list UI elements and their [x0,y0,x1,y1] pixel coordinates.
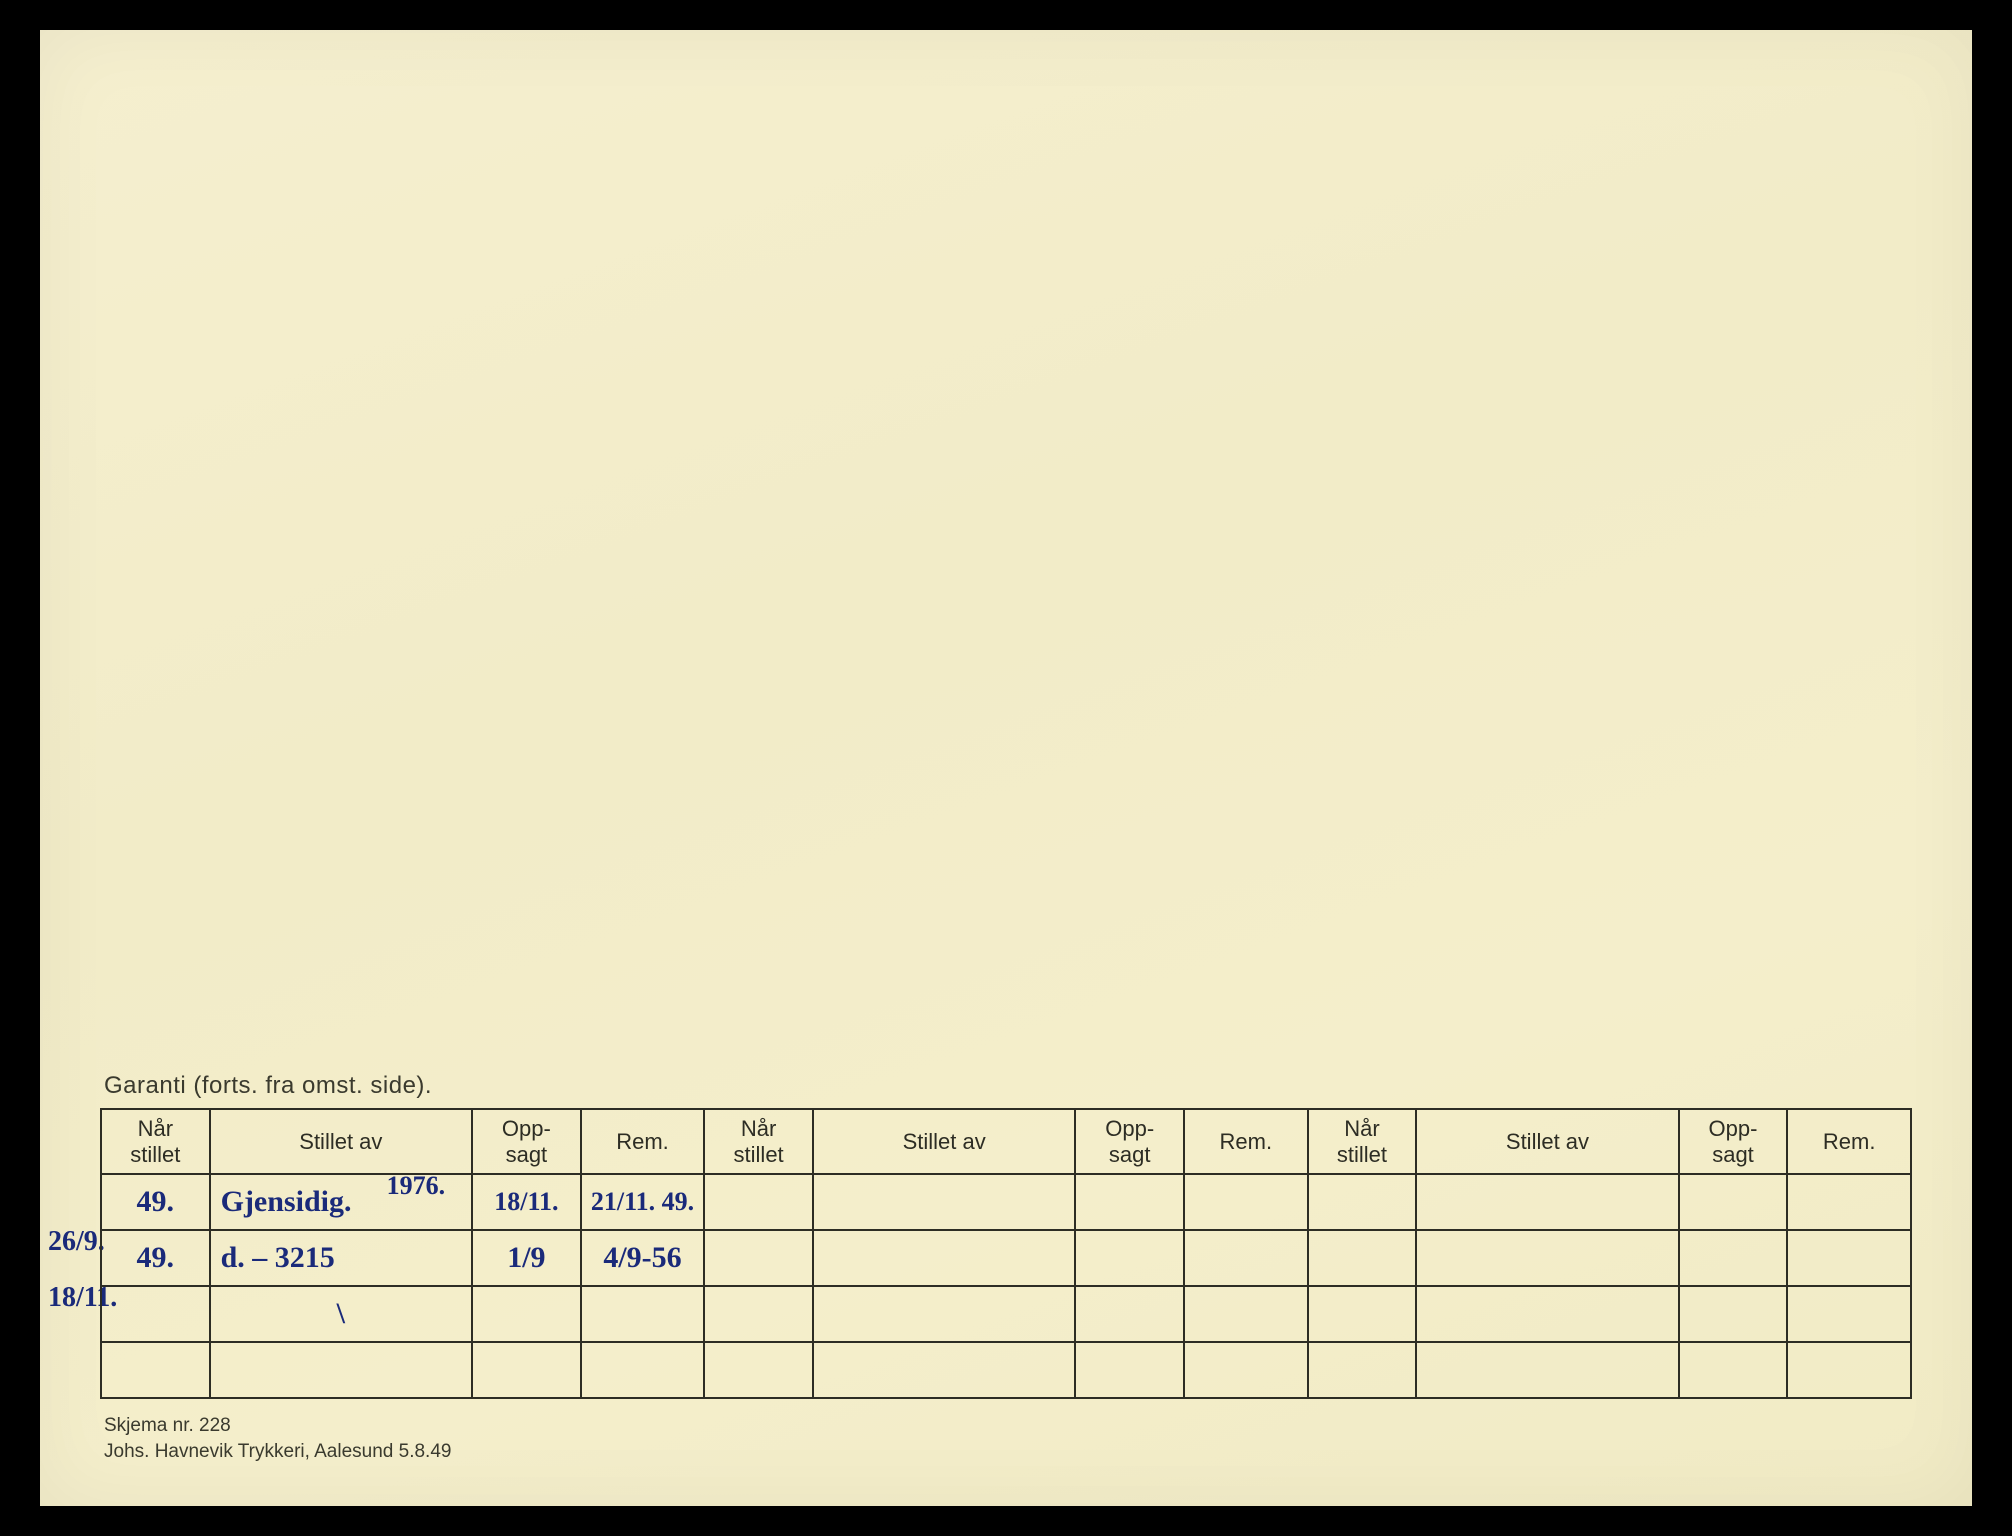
table-row [101,1342,1911,1398]
cell-opp: 1/9 [472,1230,581,1286]
table-row: \ [101,1286,1911,1342]
table-row: 49. d. – 3215 1/9 4/9-56 [101,1230,1911,1286]
table-row: 49. 1976. Gjensidig. 18/11. 21/11. 49. [101,1174,1911,1230]
form-footer: Skjema nr. 228 Johs. Havnevik Trykkeri, … [104,1413,1912,1466]
col-header-when: Når stillet [101,1109,210,1174]
form-area: Garanti (forts. fra omst. side). Når sti… [100,1072,1912,1466]
col-header-by: Stillet av [1416,1109,1678,1174]
table-caption: Garanti (forts. fra omst. side). [104,1072,1912,1100]
cell-rem: 21/11. 49. [581,1174,705,1230]
footer-line-1: Skjema nr. 228 [104,1413,1912,1440]
cell-opp: 18/11. [472,1174,581,1230]
col-header-by: Stillet av [813,1109,1075,1174]
col-header-opp: Opp- sagt [472,1109,581,1174]
col-header-opp: Opp- sagt [1075,1109,1184,1174]
cell-when: 49. [101,1230,210,1286]
col-header-opp: Opp- sagt [1679,1109,1788,1174]
margin-note-1: 26/9. [48,1229,98,1254]
cell-when: 49. [101,1174,210,1230]
cell-by: d. – 3215 [210,1230,472,1286]
cell-by: \ [210,1286,472,1342]
col-header-when: Når stillet [704,1109,813,1174]
col-header-when: Når stillet [1308,1109,1417,1174]
paper-sheet: 26/9. 18/11. Garanti (forts. fra omst. s… [40,30,1972,1506]
footer-line-2: Johs. Havnevik Trykkeri, Aalesund 5.8.49 [104,1439,1912,1466]
col-header-rem: Rem. [581,1109,705,1174]
table-header-row: Når stillet Stillet av Opp- sagt Rem. Nå… [101,1109,1911,1174]
cell-by: 1976. Gjensidig. [210,1174,472,1230]
garanti-table: Når stillet Stillet av Opp- sagt Rem. Nå… [100,1108,1912,1399]
col-header-by: Stillet av [210,1109,472,1174]
col-header-rem: Rem. [1787,1109,1911,1174]
margin-note-2: 18/11. [48,1285,98,1310]
cell-rem: 4/9-56 [581,1230,705,1286]
col-header-rem: Rem. [1184,1109,1308,1174]
